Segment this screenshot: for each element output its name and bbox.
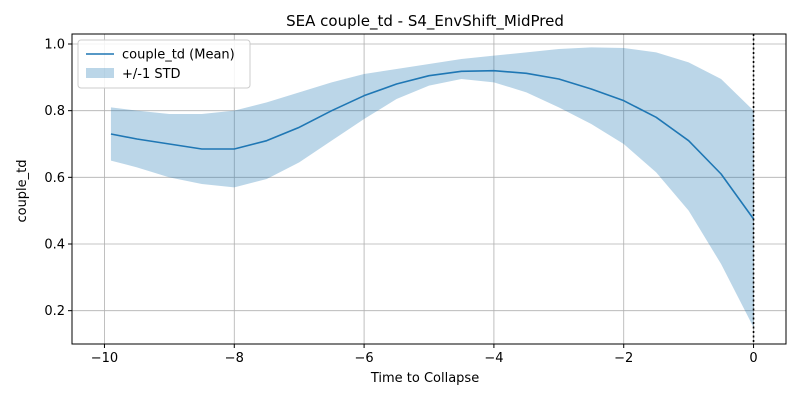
- x-axis-label: Time to Collapse: [370, 371, 479, 386]
- y-tick-label: 0.4: [44, 238, 65, 253]
- legend-band-label: +/-1 STD: [122, 67, 181, 82]
- y-axis-label: couple_td: [15, 159, 30, 222]
- x-tick-label: −2: [614, 351, 633, 366]
- std-band: [110, 47, 754, 328]
- axes-frame: [71, 33, 787, 345]
- x-tick-label: −6: [355, 351, 374, 366]
- chart-title: SEA couple_td - S4_EnvShift_MidPred: [286, 12, 564, 31]
- x-tick-label: −8: [225, 351, 244, 366]
- legend: couple_td (Mean) +/-1 STD: [77, 39, 251, 89]
- x-tick-label: −10: [91, 351, 118, 366]
- mean-line: [110, 69, 755, 220]
- plot-area: −10 −8 −6 −4 −2 0 0.2 0.4 0.6 0.8 1.0: [44, 33, 787, 366]
- x-tick-label: −4: [484, 351, 503, 366]
- legend-mean-label: couple_td (Mean): [122, 48, 235, 63]
- y-tick-label: 0.2: [44, 304, 65, 319]
- x-tick-label: 0: [749, 351, 757, 366]
- y-tick-label: 1.0: [44, 38, 65, 53]
- y-tick-label: 0.6: [44, 171, 65, 186]
- legend-band-swatch: [86, 68, 114, 78]
- legend-box: [77, 39, 251, 89]
- y-tick-label: 0.8: [44, 104, 65, 119]
